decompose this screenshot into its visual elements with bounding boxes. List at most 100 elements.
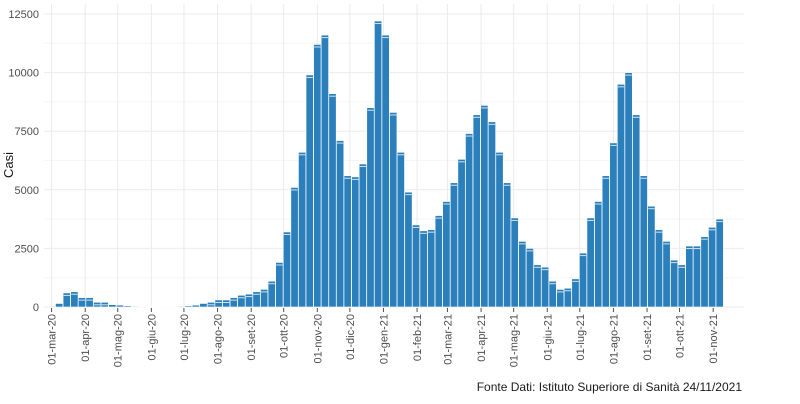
bar bbox=[495, 151, 504, 308]
y-tick-label: 12500 bbox=[8, 9, 39, 21]
bar bbox=[358, 163, 367, 308]
bar bbox=[336, 140, 345, 308]
bar bbox=[381, 34, 390, 308]
bar bbox=[85, 297, 94, 308]
bar bbox=[715, 218, 724, 308]
bar bbox=[639, 175, 648, 308]
bar bbox=[55, 303, 64, 308]
y-tick-label: 2500 bbox=[15, 243, 39, 255]
x-tick-label: 01-ott-21 bbox=[675, 314, 687, 358]
y-tick-label: 7500 bbox=[15, 126, 39, 138]
bar bbox=[685, 245, 694, 308]
bar bbox=[161, 306, 170, 308]
x-tick-label: 01-giu-21 bbox=[542, 314, 554, 360]
bar bbox=[366, 107, 375, 308]
y-tick-label: 10000 bbox=[8, 68, 39, 80]
bar bbox=[396, 151, 405, 308]
x-tick-label: 01-mar-21 bbox=[442, 314, 454, 365]
bar bbox=[374, 20, 383, 308]
x-tick-label: 01-feb-21 bbox=[412, 314, 424, 361]
bar bbox=[692, 245, 701, 308]
bar bbox=[457, 159, 466, 308]
bar bbox=[229, 297, 238, 308]
x-tick-label: 01-set-20 bbox=[246, 314, 258, 360]
bar bbox=[449, 182, 458, 308]
bar bbox=[298, 151, 307, 308]
bar bbox=[487, 121, 496, 308]
bar bbox=[548, 280, 557, 308]
bar bbox=[662, 241, 671, 308]
bar bbox=[503, 182, 512, 308]
bar bbox=[632, 114, 641, 308]
bar bbox=[343, 175, 352, 308]
bar bbox=[654, 229, 663, 308]
bar bbox=[442, 201, 451, 308]
bar bbox=[465, 133, 474, 308]
bar bbox=[146, 306, 155, 308]
bar bbox=[647, 205, 656, 308]
bar bbox=[404, 191, 413, 308]
bar bbox=[434, 215, 443, 308]
bar bbox=[571, 278, 580, 308]
bar bbox=[541, 266, 550, 308]
bar bbox=[123, 305, 132, 308]
x-tick-label: 01-lug-20 bbox=[179, 314, 191, 360]
bar bbox=[677, 264, 686, 308]
bar bbox=[419, 230, 428, 308]
bar bbox=[609, 142, 618, 308]
bar bbox=[708, 227, 717, 308]
bar bbox=[153, 306, 162, 308]
x-tick-label: 01-gen-21 bbox=[378, 314, 390, 364]
bar bbox=[525, 248, 534, 308]
bar bbox=[77, 297, 86, 308]
x-tick-label: 01-ott-20 bbox=[279, 314, 291, 358]
bar bbox=[138, 306, 147, 308]
x-tick-label: 01-apr-20 bbox=[80, 314, 92, 362]
bar bbox=[169, 306, 178, 308]
x-tick-label: 01-apr-21 bbox=[476, 314, 488, 362]
bar bbox=[579, 252, 588, 308]
y-axis-ticks: 0 2500 5000 7500 10000 12500 bbox=[8, 9, 39, 314]
x-tick-label: 01-mag-21 bbox=[509, 314, 521, 367]
bar bbox=[480, 105, 489, 308]
bar bbox=[282, 231, 291, 308]
bar bbox=[412, 224, 420, 308]
bar bbox=[320, 34, 329, 308]
bar bbox=[237, 294, 246, 308]
x-tick-label: 01-nov-21 bbox=[708, 314, 720, 364]
x-tick-label: 01-ago-21 bbox=[608, 314, 620, 364]
x-tick-label: 01-lug-21 bbox=[575, 314, 587, 360]
x-tick-label: 01-nov-20 bbox=[312, 314, 324, 364]
x-axis-ticks: 01-mar-20 01-apr-20 01-mag-20 01-giu-20 01-l… bbox=[47, 308, 720, 367]
x-tick-label: 01-dic-20 bbox=[345, 314, 357, 360]
bars bbox=[47, 20, 724, 308]
bar bbox=[700, 236, 709, 308]
bar bbox=[47, 305, 56, 308]
x-tick-label: 01-mag-20 bbox=[113, 314, 125, 367]
bar bbox=[176, 305, 185, 308]
bar bbox=[510, 217, 519, 308]
bar bbox=[586, 217, 595, 308]
bar bbox=[601, 175, 610, 308]
x-tick-label: 01-mar-20 bbox=[47, 314, 59, 365]
x-tick-label: 01-ago-20 bbox=[213, 314, 225, 364]
y-tick-label: 5000 bbox=[15, 185, 39, 197]
bar bbox=[670, 259, 679, 308]
bar bbox=[624, 72, 633, 308]
bar bbox=[245, 293, 253, 308]
bar bbox=[533, 264, 542, 308]
bar bbox=[267, 280, 276, 308]
bar bbox=[191, 304, 200, 308]
bar bbox=[115, 304, 124, 308]
bar bbox=[594, 201, 603, 308]
x-tick-label: 01-giu-20 bbox=[146, 314, 158, 360]
bar bbox=[305, 74, 314, 308]
y-axis-title: Casi bbox=[1, 152, 16, 178]
source-caption: Fonte Dati: Istituto Superiore di Sanità… bbox=[477, 380, 743, 394]
bar bbox=[131, 305, 140, 308]
bar bbox=[184, 305, 193, 308]
bar bbox=[518, 241, 527, 308]
y-tick-label: 0 bbox=[33, 302, 39, 314]
bar bbox=[617, 84, 625, 308]
